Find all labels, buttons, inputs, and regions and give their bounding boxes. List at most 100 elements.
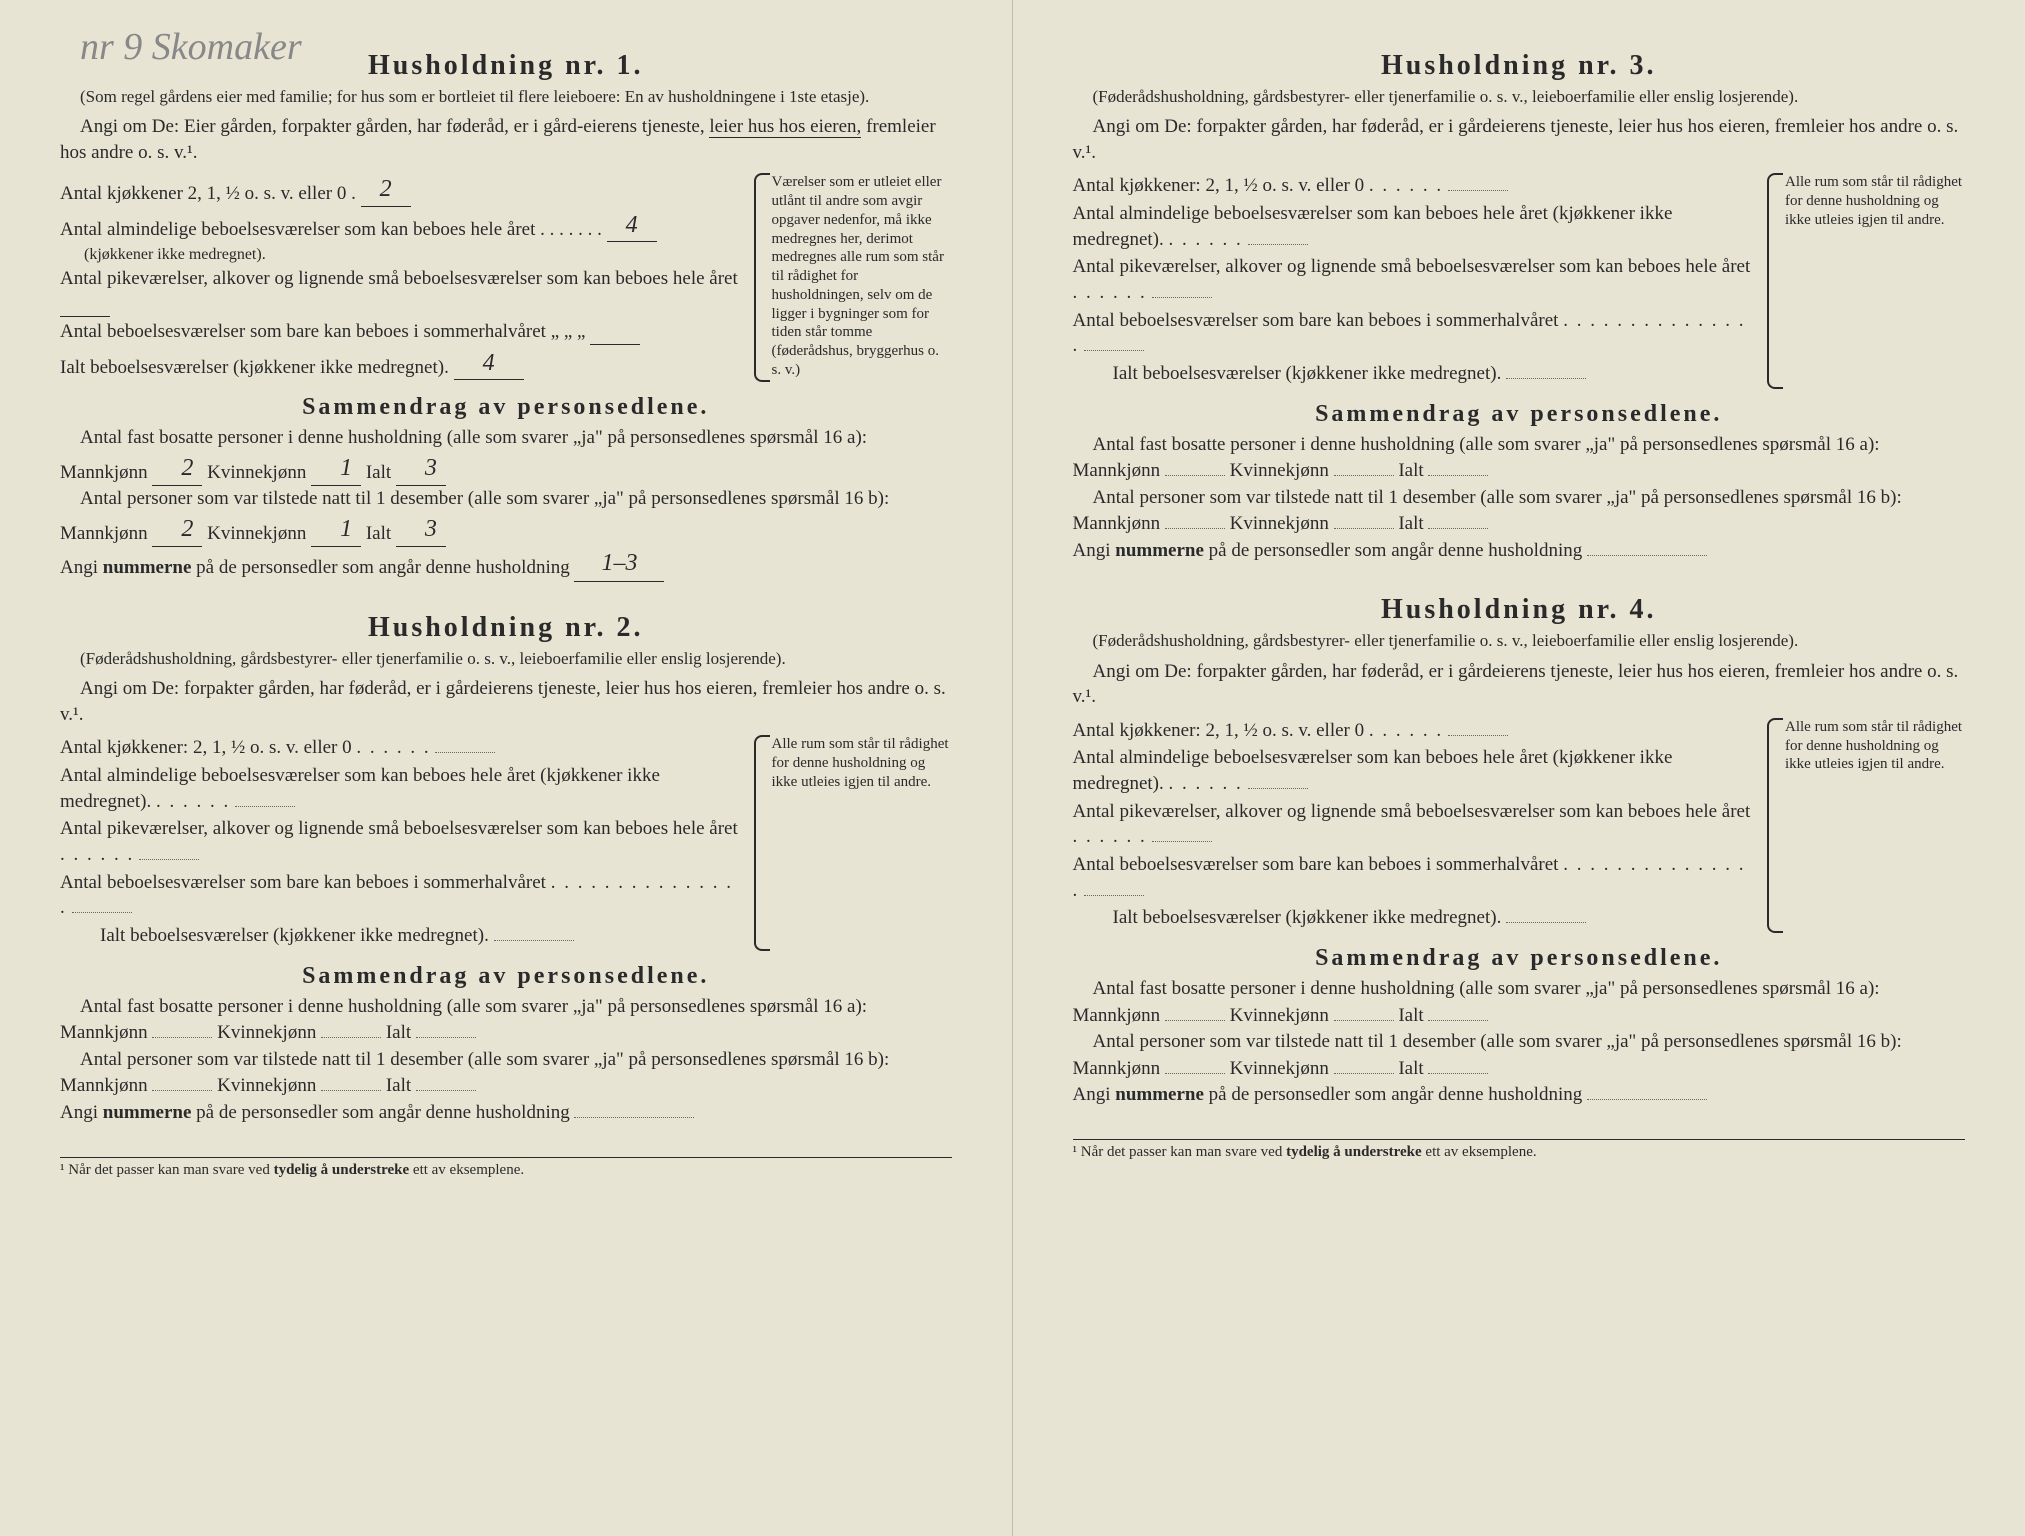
k16a: 1 [311,452,361,487]
h4-sidebar-text: Alle rum som står til rådighet for denne… [1785,719,1962,773]
h4-kvinne-a: Kvinnekjønn [1230,1005,1329,1026]
household-1-sidebar: Værelser som er utleiet eller utlånt til… [754,173,952,382]
h3-16a: Antal fast bosatte personer i denne hush… [1073,434,1880,482]
h4-kitchens: Antal kjøkkener: 2, 1, ½ o. s. v. eller … [1073,720,1365,741]
h3-sidebar-text: Alle rum som står til rådighet for denne… [1785,174,1962,228]
h2-ialt-a: Ialt [386,1022,411,1043]
summary-16a-1: Antal fast bosatte personer i denne hush… [60,425,952,486]
h2-num-bold: nummerne [103,1102,192,1123]
sidebar-text: Værelser som er utleiet eller utlånt til… [772,174,944,378]
household-1-intro: (Som regel gårdens eier med familie; for… [60,86,952,108]
fn-pre-r: ¹ Når det passer kan man svare ved [1073,1144,1287,1160]
h4-kvinne-b: Kvinnekjønn [1230,1058,1329,1079]
summary-16b-2: Antal personer som var tilstede natt til… [60,1047,952,1100]
handwritten-note: nr 9 Skomaker [80,25,302,69]
footnote-right: ¹ Når det passer kan man svare ved tydel… [1073,1139,1966,1161]
household-3-title: Husholdning nr. 3. [1073,50,1966,82]
h3-total: Ialt beboelsesværelser (kjøkkener ikke m… [1113,363,1502,384]
h3-num-bold: nummerne [1115,540,1204,561]
household-2-intro: (Føderådshusholdning, gårdsbestyrer- ell… [60,648,952,670]
h2-summer: Antal beboelsesværelser som bare kan beb… [60,872,546,893]
kitchens-value: 2 [361,173,411,206]
h4-ialt-a: Ialt [1398,1005,1423,1026]
rooms-label: Antal almindelige beboelsesværelser som … [60,219,535,240]
household-1-rooms-fields: Antal kjøkkener 2, 1, ½ o. s. v. eller 0… [60,173,742,382]
household-2-rooms-block: Antal kjøkkener: 2, 1, ½ o. s. v. eller … [60,735,952,950]
h2-kitchens: Antal kjøkkener: 2, 1, ½ o. s. v. eller … [60,737,352,758]
fn-bold-r: tydelig å understreke [1286,1144,1422,1160]
summary-16a-4: Antal fast bosatte personer i denne hush… [1073,976,1966,1029]
h4-rooms: Antal almindelige beboelsesværelser som … [1073,747,1673,794]
household-4-fields: Antal kjøkkener: 2, 1, ½ o. s. v. eller … [1073,718,1756,933]
right-page: Husholdning nr. 3. (Føderådshusholdning,… [1013,0,2025,1536]
kvinne-label: Kvinnekjønn [207,462,306,483]
household-4-sidebar: Alle rum som står til rådighet for denne… [1767,718,1965,933]
h4-ialt-b: Ialt [1398,1058,1423,1079]
h2-num-suf: på de personsedler som angår denne husho… [191,1102,569,1123]
h2-sidebar-text: Alle rum som står til rådighet for denne… [772,736,949,790]
h2-rooms: Antal almindelige beboelsesværelser som … [60,765,660,812]
i16a: 3 [396,452,446,487]
h4-num-pre: Angi [1073,1084,1116,1105]
household-4-intro: (Føderådshusholdning, gårdsbestyrer- ell… [1073,630,1966,652]
household-4-title: Husholdning nr. 4. [1073,594,1966,626]
summary-title-1: Sammendrag av personsedlene. [60,394,952,421]
brace-icon-2 [754,735,770,950]
household-2-fields: Antal kjøkkener: 2, 1, ½ o. s. v. eller … [60,735,742,950]
household-2-sidebar: Alle rum som står til rådighet for denne… [754,735,952,950]
kitchens-label: Antal kjøkkener 2, 1, ½ o. s. v. eller 0 [60,183,346,204]
summary-title-4: Sammendrag av personsedlene. [1073,945,1966,972]
household-3: Husholdning nr. 3. (Føderådshusholdning,… [1073,50,1966,564]
total-value: 4 [454,347,524,380]
household-4: Husholdning nr. 4. (Føderådshusholdning,… [1073,594,1966,1108]
num-pre: Angi [60,557,103,578]
ialt-label-b: Ialt [366,523,391,544]
num-bold: nummerne [103,557,192,578]
angi-underlined: leier hus hos eieren, [709,116,861,138]
small-rooms-label: Antal pikeværelser, alkover og lignende … [60,268,738,289]
household-2-angi: Angi om De: forpakter gården, har føderå… [60,676,952,727]
rooms-value: 4 [607,209,657,242]
summary-16b-1: Antal personer som var tilstede natt til… [60,486,952,547]
summer-value [590,344,640,345]
ialt-label: Ialt [366,462,391,483]
h2-16b: Antal personer som var tilstede natt til… [60,1049,889,1097]
m16b: 2 [152,513,202,548]
h2-16a: Antal fast bosatte personer i denne hush… [60,996,867,1044]
h4-16b: Antal personer som var tilstede natt til… [1073,1031,1902,1079]
fn-suf: ett av eksemplene. [409,1162,524,1178]
h3-kvinne-b: Kvinnekjønn [1230,513,1329,534]
angi-prefix: Angi om De: Eier gården, forpakter gårde… [80,116,709,137]
h3-summer: Antal beboelsesværelser som bare kan beb… [1073,310,1559,331]
summary-16a-2: Antal fast bosatte personer i denne hush… [60,994,952,1047]
h4-num-bold: nummerne [1115,1084,1204,1105]
num-val: 1–3 [574,547,664,582]
household-3-intro: (Føderådshusholdning, gårdsbestyrer- ell… [1073,86,1966,108]
m16a: 2 [152,452,202,487]
k16b: 1 [311,513,361,548]
summary-title-3: Sammendrag av personsedlene. [1073,401,1966,428]
brace-icon [754,173,770,382]
num-suf: på de personsedler som angår denne husho… [191,557,569,578]
h4-16a: Antal fast bosatte personer i denne hush… [1073,978,1880,1026]
h3-rooms: Antal almindelige beboelsesværelser som … [1073,203,1673,250]
household-4-rooms-block: Antal kjøkkener: 2, 1, ½ o. s. v. eller … [1073,718,1966,933]
i16b: 3 [396,513,446,548]
household-2: Husholdning nr. 2. (Føderådshusholdning,… [60,612,952,1126]
h3-kitchens: Antal kjøkkener: 2, 1, ½ o. s. v. eller … [1073,175,1365,196]
left-page: nr 9 Skomaker Husholdning nr. 1. (Som re… [0,0,1013,1536]
numbers-line-1: Angi nummerne på de personsedler som ang… [60,547,952,582]
h3-ialt-a: Ialt [1398,460,1423,481]
household-3-rooms-block: Antal kjøkkener: 2, 1, ½ o. s. v. eller … [1073,173,1966,388]
h2-num-pre: Angi [60,1102,103,1123]
household-3-fields: Antal kjøkkener: 2, 1, ½ o. s. v. eller … [1073,173,1756,388]
household-1-rooms-block: Antal kjøkkener 2, 1, ½ o. s. v. eller 0… [60,173,952,382]
small-rooms-value [60,316,110,317]
total-label: Ialt beboelsesværelser (kjøkkener ikke m… [60,356,449,377]
h4-small: Antal pikeværelser, alkover og lignende … [1073,801,1751,822]
h3-num-pre: Angi [1073,540,1116,561]
h3-num-suf: på de personsedler som angår denne husho… [1204,540,1582,561]
kvinne-label-b: Kvinnekjønn [207,523,306,544]
summary-title-2: Sammendrag av personsedlene. [60,963,952,990]
fn-pre: ¹ Når det passer kan man svare ved [60,1162,274,1178]
